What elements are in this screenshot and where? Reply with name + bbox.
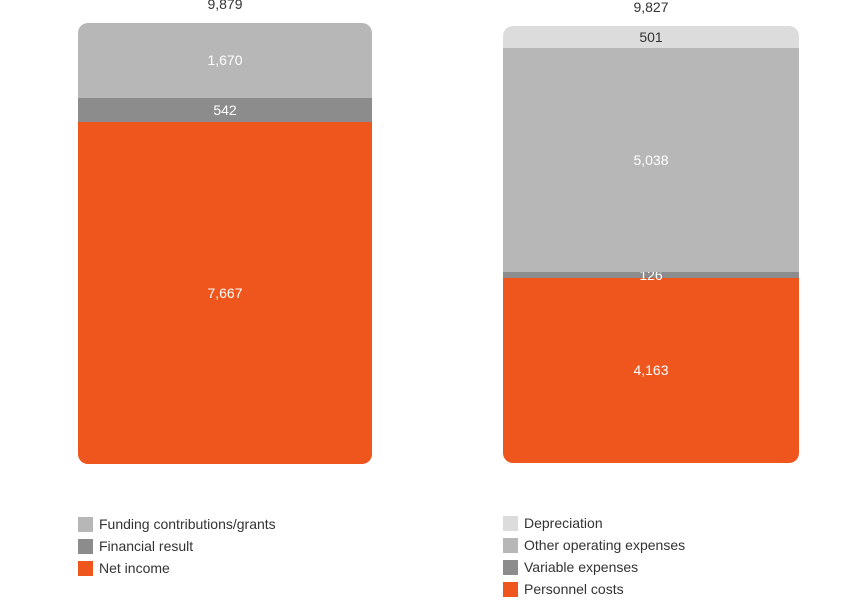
legend-label: Other operating expenses [524, 537, 686, 553]
legend-swatch [503, 559, 518, 575]
stacked-bar: 4,163 126 5,038 501 [503, 26, 799, 463]
legend-item: Personnel costs [503, 578, 685, 600]
data-label: 501 [639, 29, 663, 46]
legend-label: Net income [99, 560, 170, 576]
bar-segment-depreciation [503, 26, 799, 49]
bar-segment-financial-result [78, 97, 372, 122]
stacked-bar: 7,667 542 1,670 [78, 23, 372, 464]
legend-item: Other operating expenses [503, 534, 685, 556]
data-label: 1,670 [207, 52, 243, 69]
legend-label: Personnel costs [524, 581, 624, 597]
legend-swatch [78, 560, 93, 576]
bar-segment-funding-contributions-grants [78, 23, 372, 98]
total-label: 9,827 [633, 0, 669, 15]
legend-label: Variable expenses [524, 559, 639, 575]
legend-item: Depreciation [503, 512, 685, 534]
legend-swatch [503, 515, 518, 531]
bar-segment-net-income [78, 121, 372, 464]
expenses-stacked-bar-chart: 9,827 4,163 126 5,038 501 [503, 0, 799, 596]
legend-label: Depreciation [524, 515, 603, 531]
data-label: 4,163 [633, 362, 669, 379]
bar-segment-variable-expenses [503, 272, 799, 278]
legend-item: Funding contributions/grants [78, 513, 276, 535]
legend-swatch [503, 581, 518, 597]
bar-segment-other-operating-expenses [503, 48, 799, 273]
data-label: 5,038 [633, 152, 669, 169]
total-label: 9,879 [207, 0, 243, 12]
expenses-legend: Depreciation Other operating expenses Va… [503, 512, 685, 600]
income-stacked-bar-chart: 9,879 7,667 542 1,670 [78, 0, 372, 596]
data-label: 7,667 [207, 284, 243, 301]
data-label: 542 [213, 101, 237, 118]
legend-label: Funding contributions/grants [99, 516, 276, 532]
legend-item: Financial result [78, 535, 276, 557]
legend-label: Financial result [99, 538, 194, 554]
bar-segment-personnel-costs [503, 277, 799, 463]
legend-item: Net income [78, 557, 276, 579]
legend-item: Variable expenses [503, 556, 685, 578]
legend-swatch [78, 538, 93, 554]
income-legend: Funding contributions/grants Financial r… [78, 513, 276, 579]
legend-swatch [503, 537, 518, 553]
legend-swatch [78, 516, 93, 532]
